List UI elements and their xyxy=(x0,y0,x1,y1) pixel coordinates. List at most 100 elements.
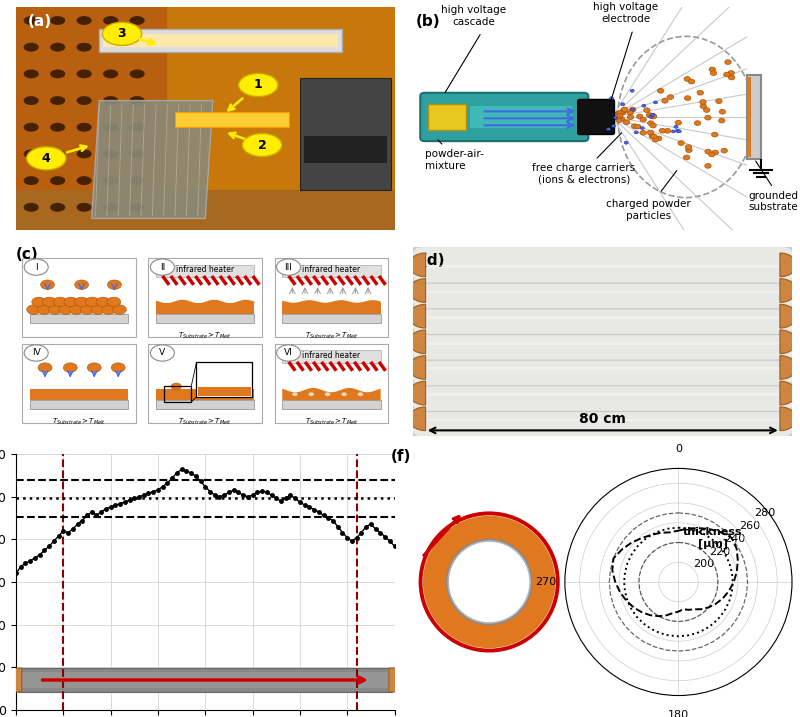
Circle shape xyxy=(725,60,731,65)
Circle shape xyxy=(712,150,718,155)
Circle shape xyxy=(238,73,278,97)
FancyBboxPatch shape xyxy=(412,400,793,437)
Circle shape xyxy=(23,43,38,52)
Circle shape xyxy=(606,128,610,130)
Circle shape xyxy=(103,123,118,132)
Circle shape xyxy=(171,383,182,390)
Circle shape xyxy=(621,103,625,106)
Circle shape xyxy=(721,148,727,153)
Circle shape xyxy=(113,305,126,314)
Text: (c): (c) xyxy=(16,247,38,262)
Circle shape xyxy=(637,114,643,119)
Circle shape xyxy=(23,149,38,158)
Circle shape xyxy=(77,123,92,132)
Circle shape xyxy=(150,345,174,361)
Text: III: III xyxy=(285,262,293,272)
Bar xyxy=(164,386,191,402)
Circle shape xyxy=(675,129,679,133)
Circle shape xyxy=(38,363,52,372)
Circle shape xyxy=(634,131,638,134)
Wedge shape xyxy=(389,668,455,692)
Circle shape xyxy=(683,155,690,160)
Wedge shape xyxy=(780,304,797,328)
Circle shape xyxy=(50,43,66,52)
Bar xyxy=(747,77,751,157)
Circle shape xyxy=(711,132,718,137)
Circle shape xyxy=(675,120,682,125)
Bar xyxy=(156,265,254,277)
Circle shape xyxy=(647,130,654,135)
Circle shape xyxy=(640,118,646,122)
Circle shape xyxy=(103,203,118,212)
Bar xyxy=(30,389,128,400)
Circle shape xyxy=(24,345,48,361)
Circle shape xyxy=(728,75,735,80)
Wedge shape xyxy=(409,407,426,431)
Circle shape xyxy=(242,133,282,156)
Circle shape xyxy=(26,147,66,170)
Text: 80 cm: 80 cm xyxy=(579,412,626,425)
Text: infrared heater: infrared heater xyxy=(302,265,361,274)
Circle shape xyxy=(130,149,145,158)
Circle shape xyxy=(342,392,347,396)
Circle shape xyxy=(705,163,711,168)
Circle shape xyxy=(111,363,125,372)
Circle shape xyxy=(627,110,634,115)
Circle shape xyxy=(664,128,670,133)
FancyBboxPatch shape xyxy=(412,247,793,283)
Text: 4: 4 xyxy=(42,152,50,165)
Wedge shape xyxy=(409,253,426,277)
Circle shape xyxy=(50,16,66,25)
Circle shape xyxy=(50,123,66,132)
Wedge shape xyxy=(780,356,797,379)
Circle shape xyxy=(630,89,634,92)
Circle shape xyxy=(77,70,92,78)
Text: infrared heater: infrared heater xyxy=(302,351,361,360)
Circle shape xyxy=(659,128,666,133)
Circle shape xyxy=(446,539,532,625)
Text: $T_{Substrate} > T_{Melt}$: $T_{Substrate} > T_{Melt}$ xyxy=(305,417,358,427)
Text: thickness
[µm]: thickness [µm] xyxy=(683,527,743,549)
Bar xyxy=(426,368,778,370)
Circle shape xyxy=(86,297,99,307)
Circle shape xyxy=(655,136,662,141)
FancyBboxPatch shape xyxy=(420,92,588,141)
Circle shape xyxy=(103,16,118,25)
Bar xyxy=(426,265,778,267)
Text: II: II xyxy=(160,262,165,272)
Circle shape xyxy=(649,113,655,118)
Wedge shape xyxy=(780,330,797,353)
Circle shape xyxy=(23,123,38,132)
Circle shape xyxy=(631,124,638,128)
Bar xyxy=(470,106,573,128)
Text: $T_{Substrate} > T_{Melt}$: $T_{Substrate} > T_{Melt}$ xyxy=(52,417,106,427)
Circle shape xyxy=(614,115,620,119)
Bar xyxy=(198,387,250,396)
Circle shape xyxy=(23,70,38,78)
Bar xyxy=(30,314,128,323)
Circle shape xyxy=(650,134,657,139)
Circle shape xyxy=(615,111,622,116)
Text: powder-air-
mixture: powder-air- mixture xyxy=(425,149,484,171)
Text: $T_{Substrate} > T_{Melt}$: $T_{Substrate} > T_{Melt}$ xyxy=(305,331,358,341)
Circle shape xyxy=(449,542,530,622)
Circle shape xyxy=(623,120,630,125)
Circle shape xyxy=(640,130,646,135)
Circle shape xyxy=(102,22,142,45)
Circle shape xyxy=(700,104,706,108)
Bar xyxy=(18,668,392,692)
Bar xyxy=(156,314,254,323)
Text: 3: 3 xyxy=(118,27,126,40)
Circle shape xyxy=(618,117,625,121)
Circle shape xyxy=(686,145,692,149)
Bar xyxy=(175,112,289,127)
Text: 2: 2 xyxy=(258,138,266,151)
Bar xyxy=(282,265,381,277)
Bar xyxy=(156,400,254,409)
Circle shape xyxy=(620,110,626,115)
Circle shape xyxy=(103,149,118,158)
Bar xyxy=(197,362,252,397)
Circle shape xyxy=(24,259,48,275)
Text: (b): (b) xyxy=(415,14,440,29)
Circle shape xyxy=(103,70,118,78)
